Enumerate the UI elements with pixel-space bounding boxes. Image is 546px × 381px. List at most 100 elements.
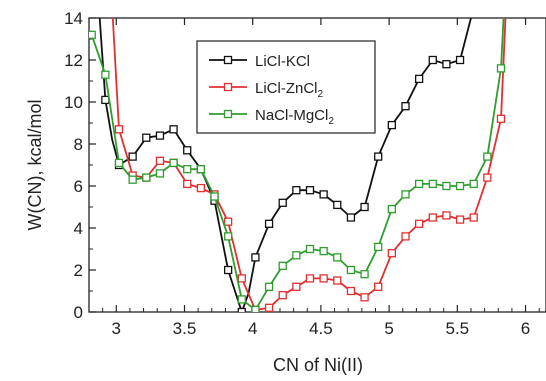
x-tick-label: 5	[384, 319, 393, 338]
data-point	[292, 282, 301, 291]
data-point	[278, 198, 287, 207]
data-point	[414, 74, 424, 84]
data-point	[223, 232, 233, 241]
data-point	[455, 181, 465, 191]
data-point	[360, 270, 369, 279]
y-tick-label: 8	[74, 135, 83, 154]
series-layer	[88, 4, 507, 312]
data-point	[101, 95, 110, 105]
data-point	[469, 179, 478, 189]
data-point	[264, 219, 274, 228]
data-point	[414, 219, 424, 228]
data-point	[346, 213, 356, 222]
data-point	[496, 114, 506, 123]
data-point	[128, 152, 137, 161]
data-point	[428, 213, 437, 222]
data-point	[483, 173, 492, 182]
y-tick-label: 12	[64, 51, 83, 70]
data-point	[88, 4, 95, 11]
data-point	[428, 179, 437, 189]
data-point	[101, 70, 110, 79]
y-tick-label: 10	[64, 93, 83, 112]
legend-marker	[223, 82, 233, 92]
data-point	[223, 265, 233, 275]
data-point	[142, 173, 151, 182]
data-point	[483, 152, 492, 161]
legend-item: LiCl-KCl	[209, 53, 310, 70]
data-point	[114, 125, 124, 134]
data-point	[305, 186, 315, 195]
data-point	[455, 215, 465, 224]
data-point	[237, 295, 246, 304]
y-tick-label: 14	[64, 9, 83, 28]
data-point	[278, 291, 287, 300]
data-point	[346, 286, 356, 296]
data-point	[278, 261, 287, 270]
y-tick-label: 6	[74, 177, 83, 196]
data-point	[264, 282, 274, 291]
data-point	[333, 200, 342, 210]
data-point	[333, 253, 342, 262]
data-point	[305, 244, 315, 254]
x-tick-label: 4	[248, 319, 257, 338]
x-tick-label: 6	[521, 319, 530, 338]
legend: LiCl-KCl LiCl-ZnCl2 NaCl-MgCl2	[196, 40, 376, 134]
data-point	[183, 165, 192, 174]
legend-label: LiCl-KCl	[255, 53, 310, 70]
data-point	[346, 265, 356, 275]
data-point	[387, 120, 396, 130]
data-point	[237, 274, 246, 283]
data-point	[469, 213, 478, 222]
data-point	[169, 158, 178, 168]
data-point	[401, 102, 410, 111]
data-point	[264, 303, 274, 312]
x-axis-title: CN of Ni(II)	[273, 355, 363, 375]
data-point	[183, 146, 192, 155]
data-point	[360, 202, 369, 212]
data-point	[196, 165, 206, 174]
y-tick-label: 4	[74, 219, 83, 238]
data-point	[374, 152, 383, 161]
data-point	[128, 175, 137, 184]
data-point	[292, 251, 301, 260]
data-point	[333, 276, 342, 285]
data-point	[470, 4, 477, 11]
data-point	[114, 158, 124, 168]
x-tick-label: 5.5	[446, 319, 470, 338]
legend-label: NaCl-MgCl2	[255, 107, 334, 127]
data-point	[251, 253, 260, 262]
data-point	[360, 293, 369, 302]
legend-marker	[223, 55, 233, 65]
data-point	[210, 192, 219, 201]
data-point	[142, 133, 151, 142]
y-axis-title: W(CN), kcal/mol	[25, 100, 45, 231]
data-point	[401, 190, 410, 199]
data-point	[292, 186, 301, 195]
x-tick-label: 3	[112, 319, 121, 338]
data-point	[251, 305, 260, 312]
y-tick-label: 0	[74, 303, 83, 322]
data-point	[155, 169, 165, 178]
data-point	[374, 242, 383, 252]
data-point	[387, 249, 396, 258]
data-point	[319, 246, 328, 256]
data-point	[183, 179, 192, 189]
legend-marker	[223, 109, 233, 119]
data-point	[401, 232, 410, 241]
data-point	[428, 55, 437, 65]
data-point	[319, 274, 328, 283]
legend-item: NaCl-MgCl2	[209, 107, 334, 127]
data-point	[496, 64, 506, 73]
x-tick-label: 3.5	[173, 319, 197, 338]
data-point	[387, 204, 396, 214]
data-point	[442, 211, 451, 220]
data-point	[155, 131, 165, 140]
data-point	[223, 217, 233, 226]
data-point	[442, 181, 451, 191]
series-licl-kcl	[88, 4, 477, 312]
data-point	[155, 156, 165, 165]
data-point	[196, 183, 206, 193]
data-point	[319, 190, 328, 199]
